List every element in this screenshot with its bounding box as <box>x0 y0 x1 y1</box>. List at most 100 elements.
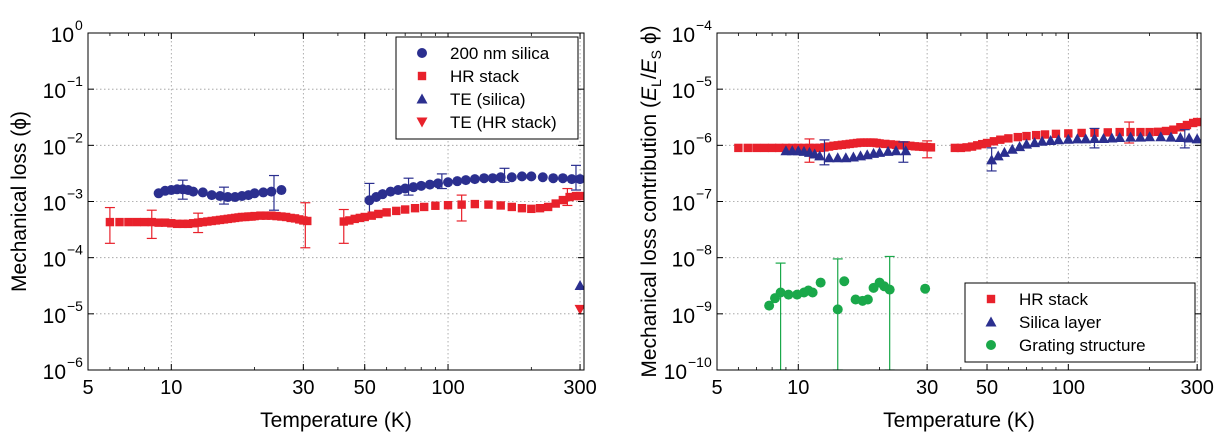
y-tick-label-base: 10 <box>672 24 695 47</box>
data-point <box>1071 133 1083 144</box>
data-point <box>487 173 498 184</box>
legend: 200 nm silica HR stack TE (silica) TE (HR s… <box>395 36 579 140</box>
data-point <box>1176 123 1185 132</box>
data-point <box>290 214 300 223</box>
data-point <box>1182 120 1192 130</box>
data-point <box>392 206 401 216</box>
data-point <box>460 175 471 186</box>
y-tick-label-base: 10 <box>672 136 695 159</box>
data-point <box>277 212 286 221</box>
data-point <box>206 190 217 201</box>
data-point <box>258 187 269 198</box>
data-point <box>526 171 537 182</box>
legend-label: Grating structure <box>1019 336 1146 355</box>
data-point <box>967 142 977 151</box>
data-point <box>1161 126 1171 136</box>
data-point <box>890 145 902 156</box>
y-tick-label-base: 10 <box>51 24 74 47</box>
data-point <box>1004 134 1013 143</box>
data-point <box>1103 128 1112 137</box>
legend-label: TE (HR stack) <box>450 113 557 132</box>
data-point <box>1174 131 1186 142</box>
y-axis-label: Mechanical loss contribution (EL/ES ϕ) <box>638 25 664 377</box>
y-tick-label-base: 10 <box>664 361 687 384</box>
data-point <box>443 177 454 188</box>
data-point <box>1013 132 1022 142</box>
data-point <box>198 217 208 227</box>
data-point <box>431 201 440 210</box>
x-tick-label: 300 <box>563 377 596 399</box>
data-point <box>178 219 187 229</box>
data-point <box>140 217 149 227</box>
data-point <box>193 218 203 227</box>
data-point <box>973 141 982 150</box>
data-point <box>266 186 277 197</box>
data-point <box>815 277 826 288</box>
data-point <box>823 152 835 163</box>
data-point <box>360 212 369 222</box>
data-point <box>470 199 480 209</box>
y-tick-label-exponent: −3 <box>67 186 83 202</box>
x-tick-label: 50 <box>354 377 376 399</box>
data-point <box>986 154 998 165</box>
data-point <box>992 150 1004 161</box>
x-tick-label: 5 <box>711 377 722 399</box>
data-point <box>956 143 966 153</box>
data-point <box>303 216 312 226</box>
data-point <box>1098 133 1110 144</box>
data-point <box>998 146 1010 157</box>
data-point <box>1064 129 1073 138</box>
data-point <box>507 202 516 212</box>
x-tick-label: 100 <box>431 377 464 399</box>
y-tick-label-base: 10 <box>43 80 66 103</box>
data-point <box>950 143 960 153</box>
data-point <box>551 199 560 208</box>
data-point <box>203 217 212 226</box>
y-tick-label-exponent: −2 <box>67 129 83 145</box>
y-axis-label: Mechanical loss (ϕ) <box>8 111 31 292</box>
data-point <box>1155 131 1167 142</box>
data-point <box>355 213 365 223</box>
y-tick-label-exponent: −1 <box>67 73 83 89</box>
data-point <box>896 141 906 150</box>
data-point <box>807 287 818 298</box>
data-point <box>424 179 435 190</box>
data-point <box>557 173 568 184</box>
data-point <box>537 172 548 183</box>
data-point <box>1134 131 1146 142</box>
data-point <box>574 304 584 315</box>
y-tick-label-base: 10 <box>672 193 695 216</box>
data-point <box>516 171 527 182</box>
data-point <box>1106 132 1118 143</box>
data-point <box>1191 133 1201 144</box>
y-tick-label-base: 10 <box>672 249 695 272</box>
x-tick-label: 10 <box>787 377 809 399</box>
legend-marker <box>416 93 428 104</box>
legend-label: TE (silica) <box>450 90 526 109</box>
data-point <box>775 287 786 298</box>
data-point <box>832 152 844 163</box>
y-tick-label-base: 10 <box>43 361 66 384</box>
legend-marker <box>416 117 428 128</box>
data-point <box>815 143 824 153</box>
x-tick-label: 30 <box>292 377 314 399</box>
data-point <box>1088 133 1100 144</box>
data-point <box>1031 130 1041 140</box>
data-point <box>565 192 574 202</box>
legend-marker <box>417 71 427 81</box>
data-point <box>408 182 419 193</box>
data-point <box>575 191 584 201</box>
x-tick-label: 300 <box>1180 377 1213 399</box>
data-point <box>1183 132 1195 143</box>
data-point <box>824 142 834 151</box>
y-tick-label-exponent: 0 <box>75 17 83 33</box>
x-tick-label: 10 <box>160 377 182 399</box>
data-point <box>377 189 388 200</box>
series-4 <box>574 304 584 315</box>
data-point <box>881 139 890 149</box>
data-point <box>367 211 376 220</box>
y-tick-label-exponent: −9 <box>696 298 712 314</box>
data-point <box>272 211 281 221</box>
